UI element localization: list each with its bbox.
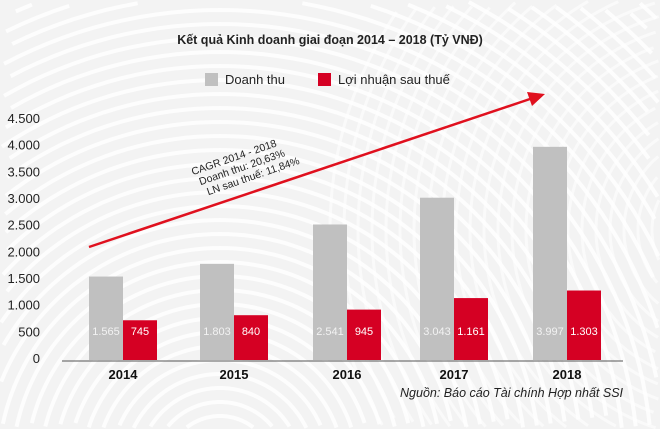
y-tick-label: 500: [18, 324, 40, 339]
profit-value-label: 945: [355, 326, 373, 338]
legend-swatch-profit: [318, 73, 331, 86]
background-arc: [636, 176, 659, 284]
y-tick-label: 3.500: [7, 164, 40, 179]
x-tick-label: 2017: [440, 367, 469, 382]
background-arc: [650, 199, 660, 261]
revenue-bar-2014: [89, 276, 123, 360]
background-arc: [14, 259, 426, 428]
y-tick-label: 3.000: [7, 191, 40, 206]
source-note: Nguồn: Báo cáo Tài chính Hợp nhất SSI: [400, 386, 623, 400]
x-tick-label: 2015: [220, 367, 249, 382]
background-arc: [166, 400, 274, 428]
chart-title: Kết quả Kinh doanh giai đoạn 2014 – 2018…: [177, 33, 483, 47]
profit-value-label: 1.303: [570, 326, 598, 338]
background-arc: [604, 8, 654, 55]
x-tick-label: 2018: [553, 367, 582, 382]
background-arc: [554, 5, 660, 104]
revenue-bar-2018: [533, 146, 567, 360]
background-arc: [185, 414, 255, 429]
revenue-bar-2017: [420, 197, 454, 360]
background-arc: [496, 15, 660, 428]
revenue-value-label: 3.043: [423, 326, 451, 338]
background-arc: [468, 0, 619, 429]
revenue-value-label: 1.803: [203, 326, 231, 338]
profit-value-label: 745: [131, 326, 149, 338]
y-tick-label: 4.000: [7, 138, 40, 153]
background-arc: [524, 46, 655, 414]
background-arc: [629, 12, 648, 30]
profit-bar-2018: [567, 290, 601, 360]
background-arc: [131, 371, 309, 429]
background-arc: [482, 1, 656, 427]
profit-bar-2016: [347, 309, 381, 360]
profit-value-label: 840: [242, 326, 260, 338]
growth-arrow-head: [527, 92, 545, 106]
background-arc: [11, 1, 655, 279]
y-tick-label: 4.500: [7, 111, 40, 126]
growth-arrow: [88, 97, 531, 249]
x-tick-label: 2014: [109, 367, 139, 382]
revenue-value-label: 2.541: [316, 326, 344, 338]
profit-bar-2015: [234, 315, 268, 360]
background-arc: [15, 2, 657, 221]
x-tick-label: 2016: [333, 367, 362, 382]
background-arc: [370, 5, 455, 426]
background-arc: [566, 89, 659, 371]
y-tick-label: 2.000: [7, 244, 40, 259]
background-arc: [622, 155, 660, 305]
legend-label-revenue: Doanh thu: [225, 72, 285, 87]
background-arc: [398, 6, 491, 428]
legend-label-profit: Lợi nhuận sau thuế: [338, 72, 451, 87]
revenue-value-label: 3.997: [536, 326, 564, 338]
background-arc: [454, 0, 589, 428]
background-arc: [148, 386, 292, 428]
legend-swatch-revenue: [205, 73, 218, 86]
background-arc: [9, 21, 659, 378]
profit-bar-2014: [123, 320, 157, 360]
profit-bar-2017: [454, 298, 488, 360]
profit-value-label: 1.161: [457, 326, 485, 338]
revenue-bar-2015: [200, 263, 234, 360]
y-tick-label: 2.500: [7, 218, 40, 233]
background-arc: [0, 231, 453, 422]
background-arc: [594, 121, 659, 339]
revenue-value-label: 1.565: [92, 326, 120, 338]
background-arc: [510, 30, 657, 429]
background-arc: [0, 245, 440, 425]
background-arc: [507, 7, 651, 137]
y-tick-label: 1.500: [7, 271, 40, 286]
background-arc: [580, 106, 656, 354]
y-tick-label: 0: [33, 351, 40, 366]
revenue-bar-2016: [313, 224, 347, 360]
y-tick-label: 1.000: [7, 298, 40, 313]
background-arc: [608, 137, 660, 323]
